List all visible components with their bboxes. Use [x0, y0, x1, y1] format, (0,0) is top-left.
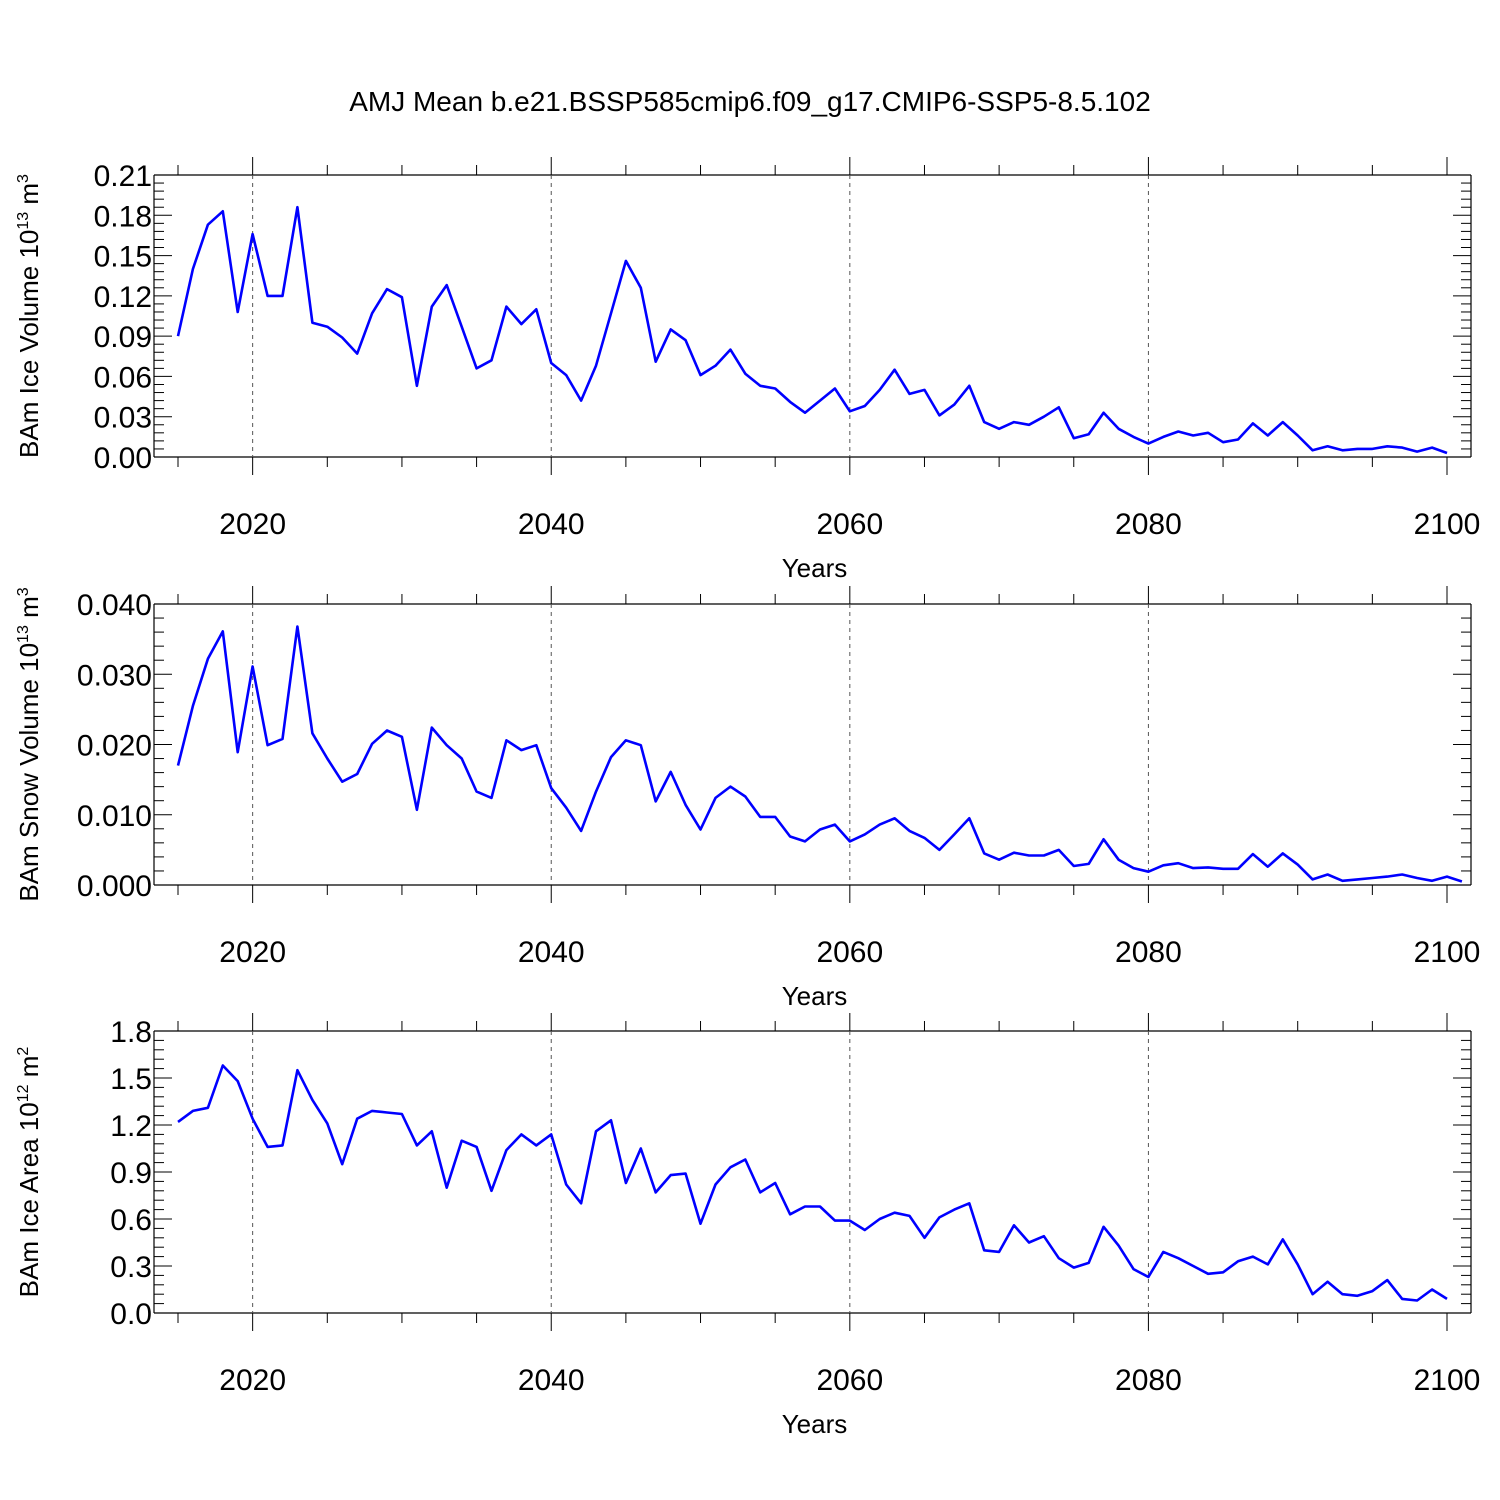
y-label-unit-exponent: 2: [15, 1047, 32, 1056]
panel-snow-volume: 2020 2040 2060 2080 2100 Years 0.000 0.010 0.020…: [14, 586, 1480, 1011]
y-label-unit-exponent: 3: [15, 174, 32, 183]
y-tick-label: 0.03: [94, 402, 152, 435]
y-tick-label: 0.0: [110, 1298, 152, 1331]
x-tick-label: 2020: [219, 508, 286, 541]
y-tick-label: 0.06: [94, 361, 152, 394]
y-tick-label: 0.21: [94, 160, 152, 193]
x-tick-label: 2060: [816, 936, 883, 969]
y-label-unit: m: [14, 183, 44, 212]
y-tick-label: 1.2: [110, 1110, 152, 1143]
x-axis-label: Years: [782, 1409, 848, 1439]
x-axis-label: Years: [782, 553, 848, 583]
x-tick-label: 2080: [1115, 936, 1182, 969]
y-tick-label: 0.6: [110, 1204, 152, 1237]
y-tick-label: 0.18: [94, 200, 152, 233]
panel-ice-volume: 2020 2040 2060 2080 2100 Years 0.00 0.03 0.06 0.0…: [14, 157, 1480, 583]
x-tick-label: 2060: [816, 1364, 883, 1397]
y-label-unit-exponent: 3: [15, 587, 32, 596]
y-label-text: BAm Ice Area 10: [14, 1102, 44, 1297]
y-tick-label: 0.15: [94, 241, 152, 274]
panel-ice-area: 2020 2040 2060 2080 2100 Years 0.0 0.3 0.6 0.9 1.2…: [14, 1013, 1480, 1439]
y-tick-label: 0.00: [94, 442, 152, 475]
x-tick-label: 2040: [518, 1364, 585, 1397]
y-label-unit: m: [14, 596, 44, 625]
chart-title: AMJ Mean b.e21.BSSP585cmip6.f09_g17.CMIP…: [349, 86, 1151, 117]
x-tick-label: 2020: [219, 1364, 286, 1397]
x-tick-label: 2080: [1115, 508, 1182, 541]
y-tick-label: 0.12: [94, 281, 152, 314]
y-label-exponent: 12: [15, 1084, 32, 1102]
y-tick-label: 0.040: [77, 589, 152, 622]
y-tick-label: 1.8: [110, 1016, 152, 1049]
x-tick-label: 2040: [518, 508, 585, 541]
y-axis-label: BAm Snow Volume 1013 m3: [14, 587, 44, 901]
x-tick-label: 2080: [1115, 1364, 1182, 1397]
y-axis-label: BAm Ice Area 1012 m2: [14, 1047, 44, 1298]
y-label-text: BAm Snow Volume 10: [14, 643, 44, 902]
x-tick-label: 2020: [219, 936, 286, 969]
x-axis-label: Years: [782, 981, 848, 1011]
y-tick-label: 0.9: [110, 1157, 152, 1190]
y-tick-label: 1.5: [110, 1063, 152, 1096]
y-label-exponent: 13: [15, 625, 32, 643]
series-line: [176, 205, 1448, 455]
x-tick-label: 2100: [1414, 936, 1481, 969]
series-line: [177, 1064, 1448, 1302]
y-tick-label: 0.3: [110, 1251, 152, 1284]
y-label-exponent: 13: [15, 212, 32, 230]
y-label-text: BAm Ice Volume 10: [14, 230, 44, 458]
y-tick-label: 0.000: [77, 870, 152, 903]
x-tick-label: 2100: [1414, 1364, 1481, 1397]
y-tick-label: 0.030: [77, 659, 152, 692]
series-line: [176, 625, 1463, 883]
x-tick-label: 2040: [518, 936, 585, 969]
y-tick-label: 0.010: [77, 800, 152, 833]
y-tick-label: 0.09: [94, 321, 152, 354]
x-tick-label: 2100: [1414, 508, 1481, 541]
y-tick-label: 0.020: [77, 730, 152, 763]
y-label-unit: m: [14, 1056, 44, 1085]
x-tick-label: 2060: [816, 508, 883, 541]
y-axis-label: BAm Ice Volume 1013 m3: [14, 174, 44, 458]
